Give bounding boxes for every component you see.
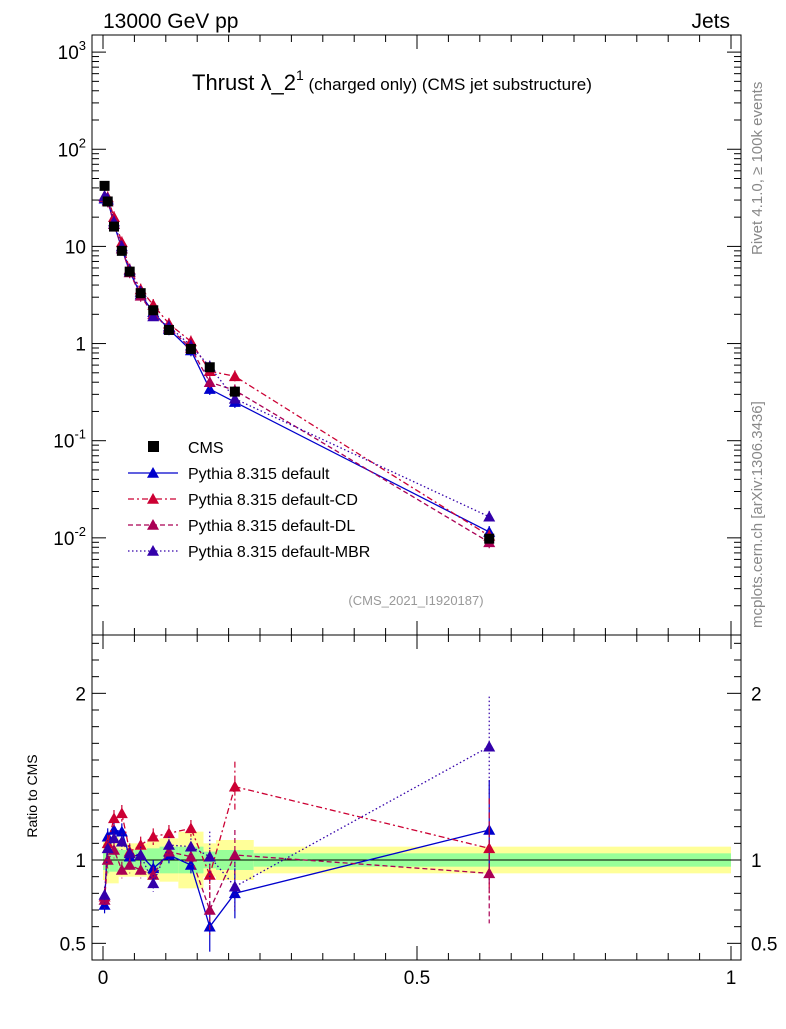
ratio-point: [147, 830, 160, 842]
rivet-label: Rivet 4.1.0, ≥ 100k events: [749, 82, 766, 255]
ratio-tick-label-right: 0.5: [751, 934, 777, 955]
x-tick-label: 0.5: [404, 968, 430, 989]
analysis-id: (CMS_2021_I1920187): [348, 593, 483, 608]
ratio-point: [184, 850, 197, 862]
data-point: [483, 510, 496, 522]
y-tick-label: 10: [65, 237, 86, 258]
ratio-tick-label: 0.5: [60, 934, 86, 955]
mcplots-label: mcplots.cern.ch [arXiv:1306.3436]: [749, 401, 766, 628]
cms-point: [185, 343, 196, 354]
data-point: [228, 392, 241, 404]
ratio-point: [228, 880, 241, 892]
plot-title: Thrust λ_21 (charged only) (CMS jet subs…: [192, 67, 592, 95]
data-point: [147, 310, 160, 322]
data-point: [203, 376, 216, 388]
ratio-point: [162, 827, 175, 839]
main-panel: 10-2 10-1 1 10 102 103: [53, 34, 742, 636]
cms-point: [108, 221, 119, 232]
x-tick-label: 0: [98, 968, 109, 989]
title-sup: 1: [296, 67, 304, 83]
ratio-point: [228, 887, 241, 899]
x-tick-label: 1: [726, 968, 737, 989]
cms-point: [484, 533, 495, 544]
ratio-tick-label: 2: [75, 684, 86, 705]
legend-marker: [147, 519, 159, 530]
data-point: [203, 383, 216, 394]
ratio-tick-label: 1: [75, 851, 86, 872]
ratio-tick-label-right: 2: [751, 684, 762, 705]
ratio-point: [134, 849, 147, 860]
ratio-point: [228, 780, 241, 792]
ratio-point: [203, 850, 216, 862]
data-point: [228, 370, 241, 382]
header-right: Jets: [691, 10, 730, 33]
ratio-point: [147, 877, 160, 889]
ratio-point: [162, 845, 175, 857]
y-tick-label: 102: [58, 135, 86, 161]
ratio-point: [101, 842, 114, 854]
cms-point: [148, 305, 159, 316]
cms-point: [163, 324, 174, 335]
ratio-point: [98, 889, 111, 900]
ratio-tick-label-right: 1: [751, 851, 762, 872]
legend-label: Pythia 8.315 default-DL: [188, 518, 355, 535]
cms-point: [229, 386, 240, 397]
ratio-panel: 0.5 0.5 1 1 2 2 0 0.5 1: [60, 634, 777, 989]
y-tick-label: 10-2: [53, 524, 86, 550]
series-line: [104, 195, 490, 518]
title-main: Thrust λ_2: [192, 70, 296, 95]
ratio-point: [184, 840, 197, 852]
legend-label: Pythia 8.315 default-MBR: [188, 544, 370, 561]
ratio-point: [483, 740, 496, 752]
ratio-point: [115, 825, 128, 837]
ratio-frame: [91, 634, 742, 961]
cms-point: [116, 245, 127, 256]
ratio-point: [134, 839, 147, 850]
ratio-point: [107, 832, 120, 844]
cms-point: [102, 196, 113, 207]
cms-point: [135, 288, 146, 299]
ratio-point: [123, 859, 136, 870]
ratio-point: [162, 839, 175, 850]
legend-label: CMS: [188, 440, 224, 457]
ratio-point: [115, 864, 128, 875]
y-tick-label: 1: [75, 335, 86, 356]
legend: CMS Pythia 8.315 default Pythia 8.315 defa…: [128, 440, 370, 561]
legend-marker: [147, 545, 159, 556]
ratio-point: [184, 822, 197, 834]
ratio-point: [228, 849, 241, 860]
ratio-point: [203, 904, 216, 915]
series-line: [104, 195, 490, 537]
ratio-point: [203, 869, 216, 880]
legend-marker: [147, 493, 159, 504]
ratio-point: [134, 864, 147, 875]
legend-marker: [147, 467, 159, 478]
cms-point: [204, 362, 215, 373]
cms-point: [124, 266, 135, 277]
ratio-point: [115, 807, 128, 819]
legend-label: Pythia 8.315 default: [188, 466, 330, 483]
ratio-point: [115, 835, 128, 847]
ratio-ylabel: Ratio to CMS: [24, 754, 40, 837]
title-suffix: (charged only) (CMS jet substructure): [304, 75, 592, 94]
ratio-point: [123, 847, 136, 859]
y-tick-label: 103: [58, 38, 86, 64]
legend-label: Pythia 8.315 default-CD: [188, 492, 358, 509]
cms-point: [99, 180, 110, 191]
legend-marker: [148, 441, 159, 452]
header-left: 13000 GeV pp: [103, 10, 238, 33]
ratio-point: [107, 812, 120, 824]
y-tick-label: 10-1: [53, 427, 86, 453]
ratio-point: [101, 854, 114, 865]
ratio-point: [483, 867, 496, 879]
